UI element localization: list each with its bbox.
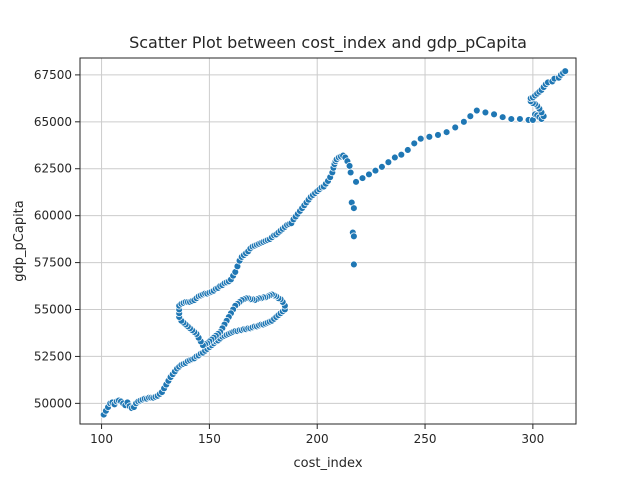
data-point: [473, 106, 481, 115]
data-point: [481, 108, 490, 117]
data-point: [466, 112, 475, 120]
data-point: [350, 260, 358, 269]
data-point: [365, 170, 373, 179]
x-tick-label: 100: [90, 432, 113, 446]
data-point: [350, 232, 358, 241]
x-tick-label: 200: [306, 432, 329, 446]
x-tick-label: 250: [414, 432, 437, 446]
y-tick-label: 57500: [34, 256, 72, 270]
y-tick-label: 50000: [34, 396, 72, 410]
data-point: [451, 123, 459, 132]
plot-frame: [79, 57, 577, 425]
y-tick-label: 67500: [34, 68, 72, 82]
data-point: [434, 131, 442, 139]
y-tick-label: 62500: [34, 162, 72, 176]
data-point: [442, 128, 451, 136]
data-point: [384, 158, 393, 166]
data-point: [346, 168, 355, 177]
data-point: [345, 162, 354, 170]
y-tick-label: 55000: [34, 303, 72, 317]
data-point: [460, 118, 468, 126]
data-point: [371, 166, 380, 175]
data-point: [350, 204, 358, 212]
data-point: [516, 115, 524, 123]
data-point: [410, 139, 419, 148]
axis-ticks: 100 150 200 250 300 50000 52500 55000 57500 60000…: [34, 68, 545, 446]
y-tick-label: 60000: [34, 209, 72, 223]
y-tick-label: 52500: [34, 349, 72, 363]
data-point: [391, 153, 399, 162]
data-points: [99, 67, 569, 419]
data-point: [352, 178, 360, 186]
y-axis-label: gdp_pCapita: [12, 200, 27, 281]
data-point: [498, 113, 507, 121]
y-tick-label: 65000: [34, 115, 72, 129]
data-point: [358, 174, 367, 182]
data-point: [507, 115, 516, 123]
x-tick-label: 150: [198, 432, 221, 446]
data-point: [425, 133, 434, 141]
chart-title: Scatter Plot between cost_index and gdp_…: [129, 33, 527, 53]
x-tick-label: 300: [521, 432, 544, 446]
x-axis-label: cost_index: [293, 456, 362, 471]
data-point: [397, 150, 406, 159]
data-point: [416, 134, 425, 143]
data-point: [378, 163, 386, 171]
data-point: [490, 110, 498, 119]
data-point: [404, 146, 412, 154]
data-point: [561, 67, 569, 75]
grid-lines: [80, 58, 576, 424]
